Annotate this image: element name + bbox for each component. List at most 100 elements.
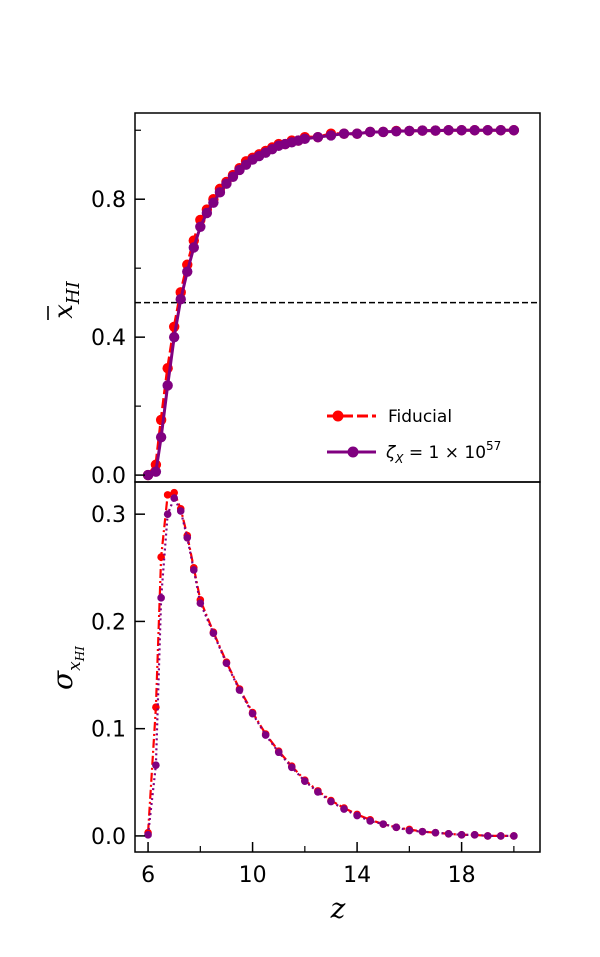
legend-label-fiducial: Fiducial	[388, 407, 452, 427]
top-series-series-1-point	[417, 125, 428, 136]
bottom-ylabel-subscript: x	[65, 661, 85, 671]
top-series-series-1-point	[338, 128, 350, 139]
bot-series-series-1-point	[183, 533, 192, 542]
bot-series-series-1-point	[314, 788, 322, 796]
bottom-panel: 0.0 0.1 0.2 0.3 6 10 14 18 σxHI z	[46, 481, 541, 925]
bot-series-series-1-point	[340, 805, 348, 813]
top-series-series-1-point	[495, 125, 507, 136]
x-tick-label: 18	[448, 863, 476, 888]
top-series-series-1-point	[482, 125, 493, 136]
legend-entry-zeta: ζX = 1 × 1057	[327, 439, 501, 466]
bot-yticks-tick-label: 0.3	[91, 503, 126, 528]
top-series-series-1-point	[443, 125, 454, 136]
x-tick-label: 14	[343, 863, 371, 888]
top-series-series-1-point	[182, 266, 193, 277]
bottom-ylabel-subsubscript: HI	[73, 646, 87, 662]
legend-marker-fiducial	[332, 410, 344, 422]
bot-series-series-1-point	[444, 829, 453, 838]
bot-series-series-1-point	[418, 827, 427, 836]
top-yticks-tick-label: 0.8	[91, 188, 126, 213]
bot-series-series-1-point	[497, 832, 505, 840]
bot-series-series-1-point	[163, 510, 172, 518]
bot-series-series-1-point	[196, 599, 205, 607]
top-ylabel-symbol: x	[49, 304, 79, 319]
bot-series-series-1-point	[327, 797, 335, 806]
top-series-series-1-point	[175, 294, 186, 305]
top-series-series-1-point	[430, 125, 441, 136]
top-series-series-1-point	[227, 171, 239, 182]
top-series-series-1-point	[508, 125, 520, 136]
top-series-series-1-point	[214, 187, 226, 198]
top-yticks-tick-label: 0.0	[91, 464, 126, 489]
bot-series-series-1-point	[222, 659, 231, 668]
bot-series-series-1-point	[274, 748, 283, 757]
bot-series-series-1-point	[209, 629, 218, 638]
bottom-x-ticks: 6 10 14 18	[141, 842, 515, 888]
bot-series-series-1-point	[170, 494, 178, 502]
bot-series-series-1-point	[457, 831, 466, 839]
top-series-series-1-point	[378, 126, 389, 138]
top-series-series-1-point	[469, 125, 480, 136]
top-y-ticks: 0.0 0.4 0.8	[91, 129, 145, 489]
bot-series-series-1-point	[248, 709, 257, 718]
bot-series-series-0-point	[170, 488, 178, 497]
x-tick-label: 6	[141, 863, 155, 888]
legend-entry-fiducial: Fiducial	[327, 407, 452, 427]
top-plot-frame	[134, 112, 541, 483]
top-series-group	[142, 125, 520, 481]
top-series-series-1-point	[221, 178, 232, 189]
top-series-series-1-point	[208, 197, 219, 208]
bot-series-series-1-point	[152, 761, 160, 769]
bottom-y-ticks: 0.0 0.1 0.2 0.3	[91, 503, 145, 850]
bot-yticks-tick-label: 0.0	[91, 825, 126, 850]
x-axis-label: z	[330, 892, 346, 925]
top-y-axis-label: xHI	[47, 280, 84, 320]
svg-text:xHI: xHI	[49, 280, 84, 318]
bot-series-series-1-point	[470, 831, 479, 839]
top-panel: 0.0 0.4 0.8 xHI Fiducial ζX = 1 × 1057	[47, 112, 541, 489]
bot-series-series-1-point	[144, 831, 152, 839]
bot-series-series-1-point	[483, 832, 492, 840]
bot-series-series-1-point	[176, 507, 185, 515]
bot-series-series-0-line	[146, 491, 514, 838]
legend-marker-zeta	[347, 446, 359, 458]
legend: Fiducial ζX = 1 × 1057	[327, 407, 501, 466]
bot-series-series-1-point	[189, 566, 198, 574]
bot-series-series-1-point	[392, 823, 401, 832]
bot-series-series-1-point	[431, 828, 440, 837]
top-series-series-1-point	[325, 130, 337, 141]
top-series-series-1-point	[201, 207, 213, 219]
top-series-series-1-point	[299, 133, 311, 145]
bot-series-series-1-line	[146, 495, 514, 838]
top-series-series-1-point	[150, 466, 162, 477]
top-series-series-1-point	[168, 331, 180, 343]
top-series-series-1-point	[456, 125, 467, 136]
bot-series-series-1-point	[157, 594, 165, 602]
bot-series-series-1-point	[379, 820, 388, 828]
top-series-series-1-point	[188, 242, 199, 253]
top-series-series-1-point	[351, 128, 363, 139]
bot-series-series-1-point	[287, 763, 296, 772]
top-series-series-1-point	[155, 431, 167, 443]
bot-series-series-1-point	[510, 832, 518, 840]
bot-yticks-tick-label: 0.1	[91, 718, 126, 743]
top-series-series-1-point	[364, 126, 376, 138]
bot-series-series-1-point	[235, 686, 244, 694]
top-series-series-1-point	[162, 380, 173, 391]
svg-text:σxHI: σxHI	[46, 646, 87, 690]
top-series-series-1-point	[195, 221, 206, 232]
x-tick-label: 10	[239, 863, 267, 888]
legend-label-zeta: ζX = 1 × 1057	[385, 439, 501, 466]
top-series-series-1-point	[312, 131, 324, 143]
top-yticks-tick-label: 0.4	[91, 326, 126, 351]
top-ylabel-subscript: HI	[63, 280, 84, 305]
bot-series-series-1-point	[261, 731, 270, 739]
bot-series-series-1-point	[405, 826, 414, 835]
bottom-ylabel-symbol: σ	[46, 670, 79, 690]
bot-series-series-1-point	[301, 777, 309, 786]
bot-series-series-0-point	[157, 553, 165, 561]
bot-series-series-1-point	[366, 817, 374, 825]
bottom-y-axis-label: σxHI	[46, 646, 87, 690]
bot-series-series-0-point	[163, 491, 172, 499]
